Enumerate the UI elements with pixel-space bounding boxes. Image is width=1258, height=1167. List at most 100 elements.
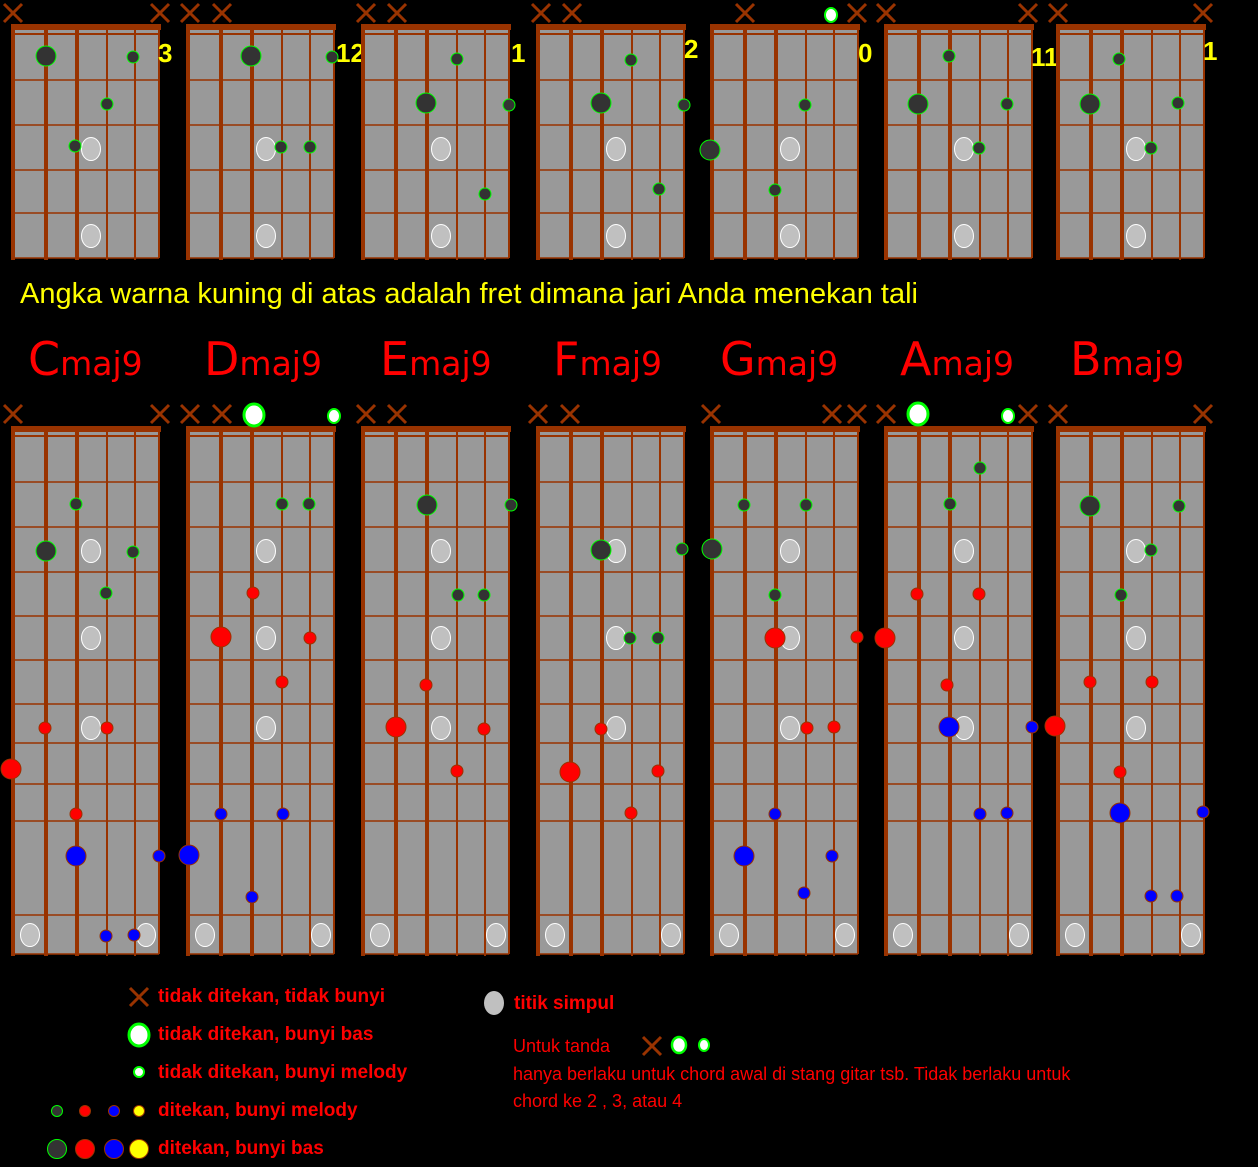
nut: [1056, 426, 1206, 432]
melody-finger-dot: [1144, 141, 1158, 155]
open-melody-icon: [824, 7, 838, 23]
open-melody-icon: [133, 1066, 145, 1078]
melody-finger-dot: [1172, 499, 1186, 513]
chord-root: B: [1070, 332, 1102, 386]
fret-number-label: 3: [158, 38, 172, 68]
melody-finger-dot: [594, 722, 608, 736]
melody-finger-dot: [38, 721, 52, 735]
muted-string-x-icon: [179, 2, 201, 24]
melody-finger-dot: [214, 807, 228, 821]
legend: [47, 986, 710, 1159]
melody-finger-dot: [246, 586, 260, 600]
fretboard: [527, 403, 689, 956]
chord-root: C: [28, 332, 61, 386]
muted-string-x-icon: [875, 2, 897, 24]
melody-finger-dot: [1170, 889, 1184, 903]
melody-finger-dot: [99, 929, 113, 943]
chord-quality: maj9: [579, 344, 663, 383]
melody-finger-dot: [972, 141, 986, 155]
fretboard: 12: [179, 2, 365, 260]
bass-finger-dot: [1079, 495, 1101, 517]
fret-number-label: 1: [511, 38, 525, 68]
melody-finger-dot: [652, 182, 666, 196]
fretboard: [178, 402, 341, 956]
melody-finger-dot: [850, 630, 864, 644]
melody-finger-dot: [325, 50, 339, 64]
melody-finger-dot: [478, 187, 492, 201]
melody-finger-dot: [825, 849, 839, 863]
fret-number-label: 2: [684, 34, 698, 64]
caption: Angka warna kuning di atas adalah fret d…: [20, 278, 918, 310]
muted-string-x-icon: [128, 986, 150, 1008]
melody-finger-dot: [274, 140, 288, 154]
melody-finger-dot: [737, 498, 751, 512]
chord-quality: maj9: [931, 344, 1015, 383]
melody-dot-icon: [133, 1105, 145, 1117]
melody-finger-dot: [768, 183, 782, 197]
bass-finger-dot: [590, 92, 612, 114]
inlay-marker: [1126, 626, 1146, 650]
inlay-marker: [780, 224, 800, 248]
bass-finger-dot: [178, 844, 200, 866]
melody-finger-dot: [651, 764, 665, 778]
melody-finger-dot: [768, 588, 782, 602]
melody-finger-dot: [798, 98, 812, 112]
bass-finger-dot: [0, 758, 22, 780]
fretboard: 2: [530, 2, 698, 260]
fretboard: 1: [1047, 2, 1217, 260]
inlay-marker: [256, 626, 276, 650]
melody-finger-dot: [624, 53, 638, 67]
melody-finger-dot: [1113, 765, 1127, 779]
inlay-marker: [780, 137, 800, 161]
legend-label-muted: tidak ditekan, tidak bunyi: [158, 986, 385, 1007]
chord-quality: maj9: [239, 344, 322, 383]
fretboard-surface: [884, 426, 1032, 954]
muted-string-x-icon: [527, 403, 549, 425]
inlay-marker: [606, 716, 626, 740]
inlay-marker: [780, 539, 800, 563]
chord-name-e: Emaj9: [380, 332, 492, 386]
open-melody-icon: [1001, 408, 1015, 424]
fret-number-label: 11: [1031, 42, 1059, 72]
melody-finger-dot: [276, 807, 290, 821]
fret-number-label: 1: [1203, 36, 1217, 66]
inlay-marker: [81, 626, 101, 650]
inlay-marker: [893, 923, 913, 947]
bass-finger-dot: [240, 45, 262, 67]
muted-string-x-icon: [386, 2, 408, 24]
chord-name-c: Cmaj9: [28, 332, 143, 386]
muted-string-x-icon: [530, 2, 552, 24]
nut: [710, 426, 860, 432]
melody-finger-dot: [943, 497, 957, 511]
inlay-marker: [954, 539, 974, 563]
chord-name-g: Gmaj9: [720, 332, 838, 386]
legend-label-pressed-bass: ditekan, bunyi bas: [158, 1138, 324, 1159]
inlay-marker: [486, 923, 506, 947]
bass-finger-dot: [415, 92, 437, 114]
bass-finger-dot: [385, 716, 407, 738]
melody-finger-dot: [651, 631, 665, 645]
melody-finger-dot: [1144, 889, 1158, 903]
open-melody-icon: [327, 408, 341, 424]
note-line-2: chord ke 2 , 3, atau 4: [513, 1091, 683, 1111]
melody-finger-dot: [450, 52, 464, 66]
melody-finger-dot: [677, 98, 691, 112]
muted-string-x-icon: [846, 2, 868, 24]
melody-finger-dot: [68, 139, 82, 153]
melody-finger-dot: [275, 497, 289, 511]
nut: [710, 24, 860, 30]
muted-string-x-icon: [641, 1035, 663, 1057]
inlay-marker: [1181, 923, 1201, 947]
note-line-1: hanya berlaku untuk chord awal di stang …: [513, 1064, 1071, 1084]
muted-string-x-icon: [355, 2, 377, 24]
inlay-marker: [954, 626, 974, 650]
bass-finger-dot: [590, 539, 612, 561]
nut: [884, 24, 1034, 30]
bass-finger-dot: [701, 538, 723, 560]
inlay-marker: [606, 137, 626, 161]
legend-label-open-melody: tidak ditekan, bunyi melody: [158, 1062, 408, 1083]
melody-finger-dot: [419, 678, 433, 692]
nut: [361, 426, 511, 432]
fretboard: 1: [355, 2, 525, 260]
nut: [1056, 24, 1206, 30]
